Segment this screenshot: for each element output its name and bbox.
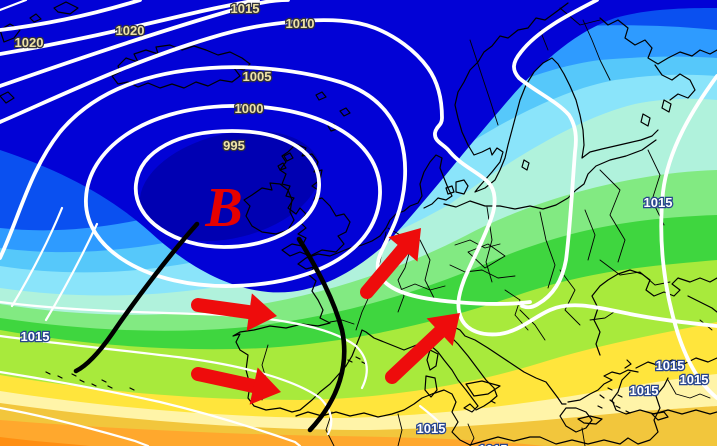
isobar-1015-scandinavia bbox=[512, 0, 599, 310]
isobar-label: 1005 bbox=[243, 69, 272, 84]
isobar-arc-2 bbox=[44, 222, 99, 322]
isobar-arc-1 bbox=[10, 206, 64, 308]
isobar-1015-east bbox=[659, 74, 717, 400]
isobar-label: 1010 bbox=[286, 16, 315, 31]
isobar-label: 1015 bbox=[231, 1, 260, 16]
isobar-1020-b bbox=[0, 0, 260, 56]
isobar-fragment-corner bbox=[0, 0, 28, 12]
isobar-label: 1015 bbox=[644, 195, 673, 210]
isobar-1015-north bbox=[0, 0, 290, 88]
flow-arrow bbox=[360, 228, 421, 299]
flow-arrow bbox=[191, 293, 277, 331]
isobar-1005 bbox=[0, 65, 532, 306]
isobar-label: 1000 bbox=[235, 101, 264, 116]
isobar-label: 1015 bbox=[656, 358, 685, 373]
isobar-label: 1020 bbox=[116, 23, 145, 38]
isobar-1010 bbox=[0, 18, 717, 337]
isobar-label: 1015 bbox=[479, 442, 508, 446]
isobar-label: 1015 bbox=[630, 383, 659, 398]
isobar-southwest-4 bbox=[0, 406, 150, 446]
trough-lines bbox=[73, 221, 347, 433]
isobar-1000 bbox=[84, 104, 382, 288]
isobar-label: 995 bbox=[223, 138, 245, 153]
isobar-fragment-south bbox=[418, 404, 446, 430]
isobar-southwest-3 bbox=[0, 370, 302, 446]
flow-arrow bbox=[385, 313, 460, 384]
isobar-labels: 1020102010151010100510009951015101510151… bbox=[13, 0, 710, 446]
trough-line-west bbox=[73, 221, 200, 374]
cold-core bbox=[139, 130, 321, 242]
band-deep-orange bbox=[0, 437, 90, 446]
flow-arrow bbox=[191, 367, 281, 405]
trough-line-east bbox=[296, 236, 347, 433]
isobar-label: 1015 bbox=[417, 421, 446, 436]
flow-arrows bbox=[191, 228, 460, 405]
isobar-1020-a bbox=[0, 0, 142, 32]
isobar-label: 1020 bbox=[15, 35, 44, 50]
isobar-label: 1015 bbox=[680, 372, 709, 387]
low-pressure-symbol: B bbox=[204, 177, 242, 239]
isobar-label: 1015 bbox=[21, 329, 50, 344]
